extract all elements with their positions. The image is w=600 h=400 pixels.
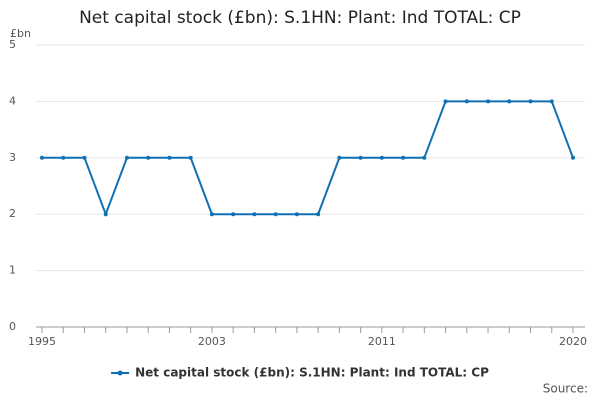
point bbox=[464, 99, 469, 104]
point bbox=[507, 99, 512, 104]
point bbox=[167, 155, 172, 160]
x-tick-label: 1995 bbox=[28, 335, 56, 348]
point bbox=[316, 212, 321, 217]
point bbox=[443, 99, 448, 104]
point bbox=[40, 155, 44, 160]
point bbox=[401, 155, 406, 160]
y-tick-label: 2 bbox=[9, 207, 16, 220]
x-tick-label: 2003 bbox=[198, 335, 226, 348]
y-tick-label: 0 bbox=[9, 320, 16, 333]
point bbox=[528, 99, 533, 104]
point bbox=[124, 155, 129, 160]
point bbox=[103, 212, 108, 217]
point bbox=[188, 155, 193, 160]
point bbox=[549, 99, 554, 104]
chart-title: Net capital stock (£bn): S.1HN: Plant: I… bbox=[79, 8, 521, 28]
point bbox=[358, 155, 363, 160]
point bbox=[294, 212, 299, 217]
y-tick-label: 4 bbox=[9, 94, 16, 107]
y-tick-label: 3 bbox=[9, 151, 16, 164]
point bbox=[146, 155, 151, 160]
legend-label: Net capital stock (£bn): S.1HN: Plant: I… bbox=[135, 366, 489, 380]
point bbox=[61, 155, 66, 160]
x-tick-label: 2020 bbox=[559, 335, 587, 348]
line bbox=[42, 100, 574, 218]
point bbox=[273, 212, 278, 217]
point bbox=[422, 155, 427, 160]
point bbox=[209, 212, 214, 217]
point bbox=[231, 212, 236, 217]
y-tick-label: 1 bbox=[9, 264, 16, 277]
source: Source: bbox=[543, 382, 588, 396]
x-tick-label: 2011 bbox=[368, 335, 396, 348]
point bbox=[571, 155, 575, 160]
y-tick-label: 5 bbox=[9, 38, 16, 51]
point bbox=[486, 99, 491, 104]
point bbox=[379, 155, 384, 160]
legend-marker bbox=[117, 370, 123, 376]
point bbox=[337, 155, 342, 160]
point bbox=[252, 212, 257, 217]
point bbox=[82, 155, 87, 160]
y-axis-label: £bn bbox=[10, 27, 31, 40]
